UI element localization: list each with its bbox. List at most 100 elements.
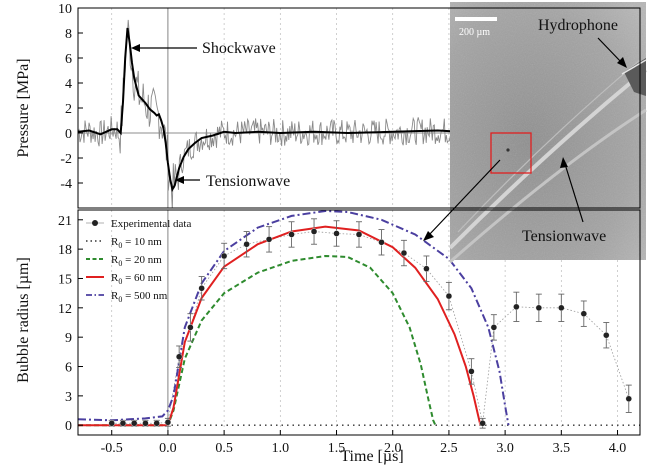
time-x-tick-label: -0.5: [101, 441, 123, 456]
bubble-y-tick-label: 9: [65, 331, 72, 346]
hydrophone-edge: [621, 59, 647, 75]
shockwave-arrow-head: [131, 44, 140, 52]
bubble-y-tick-label: 3: [65, 390, 72, 405]
pressure-y-tick-label: 10: [58, 2, 72, 17]
experimental-point: [187, 324, 194, 331]
experimental-point: [468, 368, 475, 375]
legend-r500-sub: 0: [118, 295, 122, 304]
pressure-panel-frame: [77, 7, 641, 209]
time-x-tick-label: 1.0: [272, 441, 290, 456]
wavefront-inner: [449, 108, 647, 264]
experimental-point: [355, 231, 363, 238]
scale-bar-label: 200 µm: [459, 27, 490, 38]
experimental-point: [153, 420, 160, 427]
wavefront-outer: [448, 68, 648, 250]
bubble-grid: [111, 210, 618, 435]
bubble-y-axis: 0 3 6 9 12 15 18 21: [58, 214, 83, 434]
bubble-y-tick-label: 12: [58, 302, 72, 317]
legend-label-r10: R0 = 10 nm: [111, 236, 162, 250]
experimental-point: [535, 304, 543, 312]
experimental-point: [220, 252, 228, 260]
wavefront-faint: [457, 59, 641, 233]
model-curves: [78, 210, 640, 427]
bubble-y-tick-label: 15: [58, 272, 72, 287]
experimental-point: [558, 304, 565, 312]
experimental-data-points: [108, 218, 632, 429]
legend-r20-sub: 0: [118, 259, 122, 268]
pressure-y-axis: -4 -2 0 2 4 6 8 10: [58, 2, 83, 192]
experimental-point: [625, 395, 632, 403]
experimental-point: [445, 292, 453, 300]
legend-r20-rest: = 20 nm: [122, 254, 162, 266]
pressure-y-tick-label: -4: [60, 177, 72, 192]
experimental-point: [108, 420, 115, 427]
legend-label-experimental: Experimental data: [111, 218, 191, 230]
time-x-tick-label: 3.5: [553, 441, 571, 456]
hydrophone-arrow-head: [617, 57, 627, 68]
time-x-tick-label: 2.0: [384, 441, 402, 456]
legend-r20-main: R: [111, 254, 119, 266]
experimental-point: [400, 249, 408, 257]
micrograph-inset: 200 µm Hydrophone Tensionwave: [423, 2, 648, 264]
pressure-y-tick-label: 2: [65, 102, 72, 117]
experimental-point: [603, 332, 610, 339]
experimental-point: [479, 420, 486, 427]
legend-r500-main: R: [111, 290, 119, 302]
bubble-radius-panel: 0 3 6 9 12 15 18 21 -0.5 0.0 0.5 1.0 1.5 2.0 2.5 3.0 3.…: [15, 210, 640, 465]
experimental-point: [164, 419, 172, 426]
experimental-point: [378, 239, 385, 246]
legend-r60-main: R: [111, 272, 119, 284]
experimental-point: [198, 285, 205, 292]
experimental-point: [580, 310, 587, 317]
bubble-y-tick-label: 21: [58, 214, 72, 229]
pressure-y-tick-label: -2: [60, 152, 72, 167]
inset-label-hydrophone: Hydrophone: [538, 17, 618, 34]
bubble-y-tick-label: 0: [65, 419, 72, 434]
tensionwave-label: Tensionwave: [206, 173, 290, 190]
model-curve-020nm: [78, 254, 437, 427]
legend-marker-experimental: [92, 220, 98, 226]
legend: Experimental data R0 = 10 nm R0 = 20 nm …: [86, 218, 191, 304]
model-curve-0500nm: [78, 210, 510, 426]
legend-label-r500: R0 = 500 nm: [111, 290, 168, 304]
hydrophone-arrow: [597, 37, 623, 64]
experimental-point: [265, 236, 273, 243]
experimental-point: [243, 241, 250, 248]
shockwave-label: Shockwave: [202, 40, 276, 57]
pressure-y-tick-label: 4: [65, 77, 72, 92]
legend-r10-sub: 0: [118, 241, 122, 250]
legend-label-r60: R0 = 60 nm: [111, 272, 162, 286]
bubble-y-label: Bubble radius [µm]: [15, 257, 32, 383]
experimental-point: [423, 265, 430, 272]
model-curve-060nm: [78, 225, 482, 427]
experimental-point: [288, 231, 295, 238]
scale-bar: [455, 17, 497, 21]
tensionwave-arrow-head: [175, 176, 184, 184]
pressure-y-tick-label: 8: [65, 27, 72, 42]
legend-r500-rest: = 500 nm: [122, 290, 167, 302]
tensionwave-inset-arrow: [564, 163, 584, 223]
time-x-tick-label: 4.0: [609, 441, 627, 456]
experimental-point: [310, 228, 318, 235]
experimental-point: [142, 420, 149, 427]
time-x-axis: -0.5 0.0 0.5 1.0 1.5 2.0 2.5 3.0 3.5 4.0: [101, 430, 627, 456]
legend-r60-sub: 0: [118, 277, 122, 286]
experimental-point: [119, 420, 127, 427]
time-x-tick-label: 0.0: [159, 441, 177, 456]
experimental-point: [333, 230, 340, 237]
tensionwave-inset-arrow-head: [560, 157, 568, 168]
bubble-panel-frame: [77, 209, 641, 436]
pressure-y-tick-label: 0: [65, 127, 72, 142]
bubble-y-tick-label: 6: [65, 361, 72, 376]
pressure-y-tick-label: 6: [65, 52, 72, 67]
legend-r10-main: R: [111, 236, 119, 248]
smoothed-pressure-series: [78, 27, 640, 192]
legend-label-r20: R0 = 20 nm: [111, 254, 162, 268]
bubble-y-tick-label: 18: [58, 243, 72, 258]
time-x-tick-label: 3.0: [496, 441, 514, 456]
pressure-y-label: Pressure [MPa]: [15, 58, 32, 157]
time-x-tick-label: 0.5: [215, 441, 233, 456]
cavitation-region-box: [490, 132, 532, 174]
inset-pointer-arrow: [427, 159, 501, 237]
